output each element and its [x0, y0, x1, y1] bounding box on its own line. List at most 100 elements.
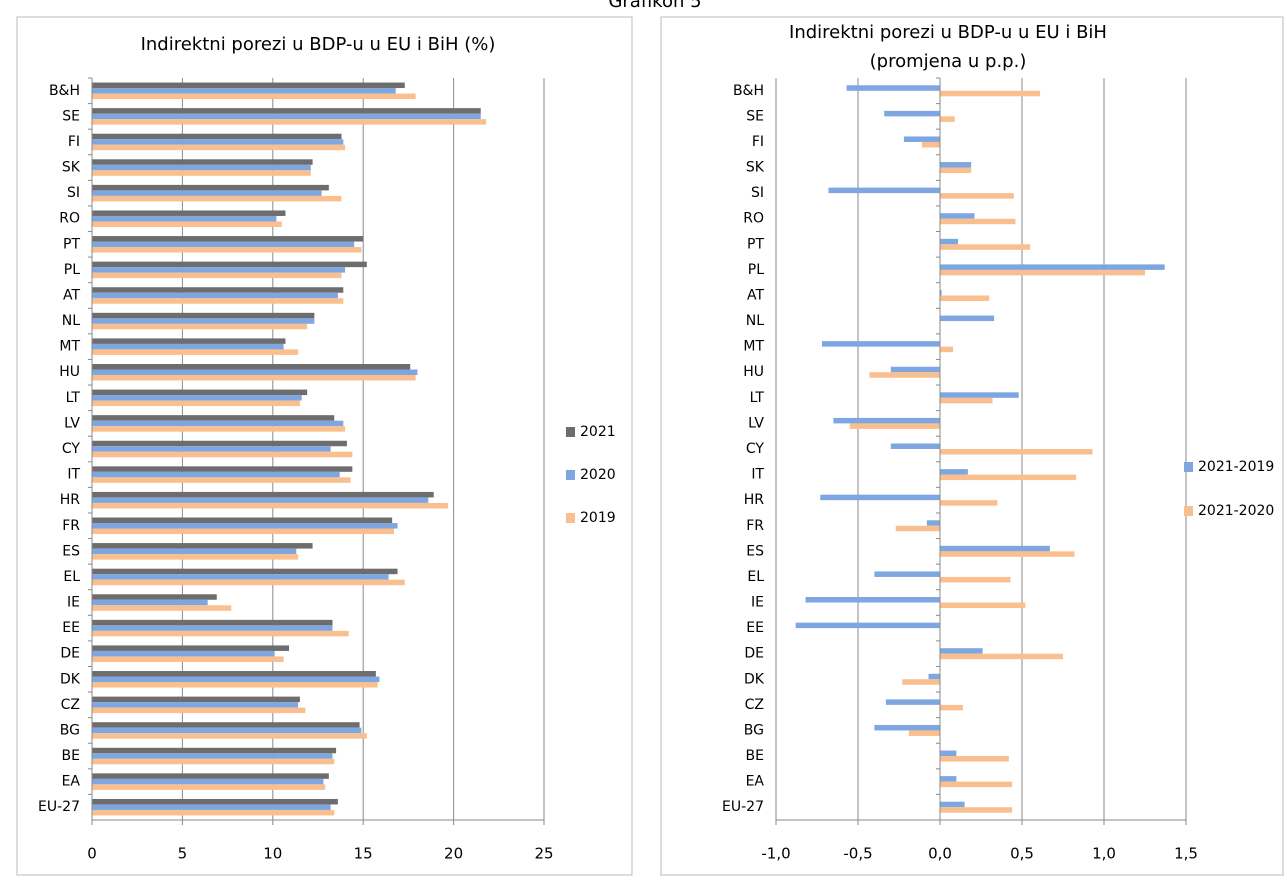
y-tick-label: EU-27: [722, 799, 764, 815]
bar: [940, 750, 957, 757]
bar: [92, 727, 362, 734]
legend-swatch: [566, 513, 575, 523]
y-tick-label: B&H: [733, 83, 764, 99]
chart-subtitle: (promjena u p.p.): [870, 51, 1027, 72]
bar: [940, 289, 942, 296]
bar: [92, 210, 286, 216]
y-tick-label: IT: [751, 467, 764, 483]
bar: [940, 474, 1077, 481]
x-tick-label: 0,5: [1010, 845, 1034, 863]
y-tick-label: CZ: [745, 697, 764, 713]
bar: [92, 88, 396, 94]
y-tick-label: ES: [62, 543, 80, 559]
y-tick-label: HR: [744, 492, 765, 508]
y-tick-label: MT: [743, 339, 764, 355]
bar: [92, 568, 398, 575]
y-tick-label: FI: [752, 134, 764, 150]
bar: [849, 423, 940, 429]
legend-swatch: [1184, 506, 1193, 516]
bar: [92, 164, 311, 171]
bar: [895, 525, 940, 532]
bar: [92, 804, 331, 810]
x-tick-label: -0,5: [843, 845, 872, 863]
y-tick-label: FI: [68, 134, 80, 150]
y-tick-label: EA: [62, 774, 81, 790]
bar: [940, 218, 1016, 225]
bar: [795, 622, 940, 629]
bar: [92, 247, 362, 253]
bar: [92, 389, 308, 396]
chart-title: Indirektni porezi u BDP-u u EU i BiH (%): [141, 34, 496, 55]
bar: [92, 528, 394, 535]
y-tick-label: EU-27: [38, 799, 80, 815]
y-tick-label: CY: [746, 441, 765, 457]
y-tick-label: PL: [64, 262, 80, 278]
y-tick-label: BE: [746, 748, 764, 764]
y-tick-label: EE: [746, 620, 764, 636]
y-tick-label: DK: [744, 671, 765, 687]
bar: [874, 724, 940, 731]
x-tick-label: 15: [354, 845, 373, 863]
y-tick-label: CZ: [61, 697, 80, 713]
bar: [92, 215, 277, 222]
bar: [940, 264, 1165, 270]
bar: [92, 574, 389, 580]
x-tick-label: 25: [534, 845, 553, 863]
bar: [92, 343, 284, 350]
bar: [884, 110, 940, 117]
y-tick-label: RO: [59, 211, 80, 227]
y-tick-label: BE: [62, 748, 80, 764]
bar: [92, 159, 313, 165]
bar: [890, 366, 940, 373]
bar: [92, 312, 315, 319]
bar: [92, 502, 449, 509]
legend-swatch: [1184, 462, 1193, 472]
bar: [92, 650, 275, 657]
bar: [908, 730, 940, 736]
bar: [940, 576, 1011, 583]
bar: [92, 374, 416, 381]
bar: [92, 523, 398, 529]
bar: [92, 497, 429, 503]
bar: [940, 648, 983, 654]
bar: [940, 116, 955, 122]
bar: [846, 85, 940, 91]
bar: [874, 571, 940, 577]
bar: [940, 776, 957, 782]
bar: [820, 494, 940, 501]
bar: [92, 292, 338, 299]
bar: [92, 753, 333, 759]
bar: [92, 261, 367, 268]
y-tick-label: HU: [743, 364, 764, 380]
x-tick-label: 5: [178, 845, 188, 863]
y-tick-label: LV: [748, 415, 764, 431]
y-tick-label: SI: [67, 185, 80, 201]
bar: [92, 221, 282, 227]
bar: [940, 167, 972, 174]
bar: [92, 579, 405, 586]
y-tick-label: NL: [62, 313, 80, 329]
bar: [92, 451, 353, 458]
bar: [92, 415, 335, 421]
bar: [940, 653, 1063, 660]
bar: [92, 809, 335, 816]
y-tick-label: BG: [744, 722, 764, 738]
bar: [92, 349, 299, 355]
bar: [92, 758, 335, 765]
bar: [940, 392, 1019, 398]
y-tick-label: PT: [63, 236, 80, 252]
y-tick-label: LV: [64, 415, 80, 431]
bar: [940, 238, 959, 245]
bar: [940, 704, 963, 711]
bar: [92, 671, 376, 677]
legend-label: 2021-2019: [1198, 459, 1274, 475]
y-tick-label: B&H: [49, 83, 80, 99]
bar: [92, 784, 326, 790]
bar: [92, 471, 340, 478]
bar: [92, 338, 286, 344]
bar: [92, 477, 351, 483]
x-tick-label: 0: [87, 845, 97, 863]
bar: [92, 400, 300, 407]
legend-swatch: [566, 470, 575, 480]
x-tick-label: 0,0: [928, 845, 952, 863]
